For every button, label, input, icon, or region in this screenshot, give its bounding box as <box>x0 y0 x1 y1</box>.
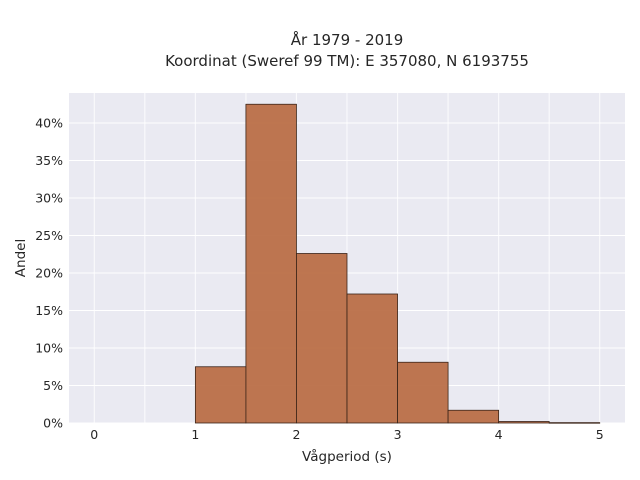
y-axis-label: Andel <box>13 239 29 277</box>
x-tick-label: 0 <box>90 427 98 442</box>
y-tick-label: 20% <box>35 266 63 281</box>
x-axis-label: Vågperiod (s) <box>302 448 392 465</box>
x-tick-label: 5 <box>596 427 604 442</box>
y-tick-label: 10% <box>35 341 63 356</box>
histogram-bar <box>397 361 449 424</box>
chart-title-line1: År 1979 - 2019 <box>291 30 404 49</box>
bars <box>194 103 601 424</box>
y-tick-label: 25% <box>35 228 63 243</box>
histogram-bar <box>548 422 601 424</box>
chart-title-line2: Koordinat (Sweref 99 TM): E 357080, N 61… <box>165 52 529 70</box>
x-tick-label: 2 <box>292 427 300 442</box>
y-tick-label: 30% <box>35 191 63 206</box>
histogram-bar <box>245 103 297 424</box>
y-tick-label: 35% <box>35 153 63 168</box>
histogram-bar <box>194 366 247 424</box>
histogram-bar <box>498 421 550 424</box>
x-tick-label: 1 <box>191 427 199 442</box>
y-tick-labels: 0% 5% 10% 15% 20% 25% 30% 35% 40% <box>35 116 63 431</box>
y-tick-label: 15% <box>35 303 63 318</box>
y-tick-label: 5% <box>43 378 63 393</box>
x-tick-labels: 0 1 2 3 4 5 <box>90 427 603 442</box>
x-tick-label: 3 <box>394 427 402 442</box>
histogram-bar <box>296 253 348 424</box>
histogram-bar <box>346 293 398 424</box>
x-tick-label: 4 <box>495 427 503 442</box>
y-tick-label: 0% <box>43 416 63 431</box>
histogram-bar <box>447 409 500 424</box>
y-tick-label: 40% <box>35 116 63 131</box>
